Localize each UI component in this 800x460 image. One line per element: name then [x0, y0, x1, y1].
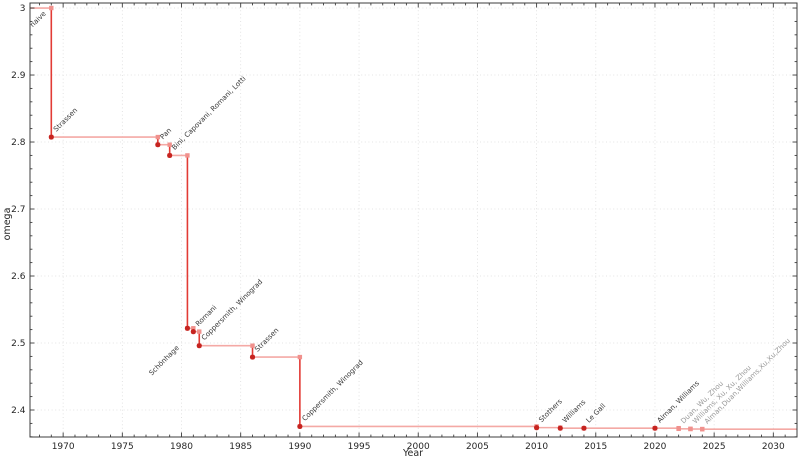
- data-point-label: naive: [29, 10, 48, 29]
- x-tick-label: 1970: [52, 442, 75, 452]
- data-point-marker: [190, 329, 196, 335]
- x-tick-label: 1980: [170, 442, 193, 452]
- y-tick-label: 2.7: [11, 205, 25, 215]
- data-point-marker: [167, 152, 173, 159]
- data-point-label: Williams, Xu, Xu, Zhou: [691, 364, 753, 426]
- step-vertex-marker: [167, 142, 172, 147]
- axes-frame: [29, 2, 798, 438]
- step-vertex-marker: [49, 5, 54, 11]
- data-point-label: Pan: [159, 127, 174, 142]
- data-point-marker: [48, 134, 54, 140]
- step-vertex-marker: [197, 329, 202, 334]
- data-point-marker: [533, 425, 540, 431]
- step-vertex-marker: [155, 134, 161, 140]
- x-axis-label: Year: [402, 448, 423, 459]
- data-point-marker: [184, 325, 191, 331]
- plot-frame: [29, 2, 798, 438]
- y-tick-label: 2.5: [11, 339, 25, 349]
- step-hold-lines: [30, 7, 797, 431]
- step-vertex-marker: [297, 354, 303, 360]
- step-vertex-marker: [185, 153, 190, 158]
- data-point-label: Strassen: [253, 326, 280, 353]
- x-tick-label: 2005: [466, 442, 489, 452]
- y-tick-label: 2.8: [11, 138, 26, 148]
- data-point-label: Stothers: [537, 397, 564, 424]
- y-tick-label: 2.4: [11, 406, 26, 416]
- data-point-label: Williams: [561, 398, 588, 425]
- x-tick-label: 1995: [348, 442, 371, 452]
- data-point-marker: [581, 425, 587, 431]
- y-axis-label: omega: [2, 208, 13, 241]
- step-vertex-marker: [191, 326, 196, 331]
- y-tick-label: 2.6: [11, 272, 26, 282]
- data-point-label: Coppersmith, Winograd: [301, 359, 365, 423]
- x-tick-label: 1975: [111, 442, 134, 452]
- step-vertex-marker: [676, 426, 681, 432]
- data-point-label: Schönhage: [148, 344, 181, 377]
- x-tick-label: 1985: [229, 442, 252, 452]
- y-tick-label: 2.9: [11, 71, 26, 81]
- data-point-marker: [196, 343, 202, 349]
- data-point-label: Strassen: [52, 106, 79, 133]
- step-drop-lines: [50, 8, 704, 430]
- x-tick-label: 2020: [644, 442, 667, 452]
- x-tick-label: 2030: [762, 442, 785, 452]
- step-vertex-marker: [700, 427, 705, 432]
- x-tick-label: 2015: [584, 442, 607, 452]
- data-point-marker: [652, 425, 658, 431]
- data-markers: [48, 5, 705, 432]
- grid-layer: [30, 3, 797, 437]
- step-vertex-marker: [250, 343, 255, 348]
- data-point-marker: [557, 425, 563, 431]
- x-tick-label: 2000: [407, 442, 430, 452]
- y-tick-label: 3: [20, 4, 26, 14]
- data-point-marker: [249, 354, 256, 360]
- x-tick-label: 2025: [703, 442, 726, 452]
- step-vertex-marker: [688, 426, 693, 432]
- data-point-label: Bini, Capovani, Romani, Lotti: [170, 75, 247, 152]
- tick-marks: [30, 3, 798, 438]
- data-point-marker: [297, 423, 303, 430]
- x-tick-label: 2010: [525, 442, 548, 452]
- x-tick-label: 1990: [288, 442, 311, 452]
- data-point-marker: [155, 142, 161, 148]
- tick-labels: 1970 1975 1980 1985 1990 1995 2000 2005 2010 2015…: [11, 4, 785, 452]
